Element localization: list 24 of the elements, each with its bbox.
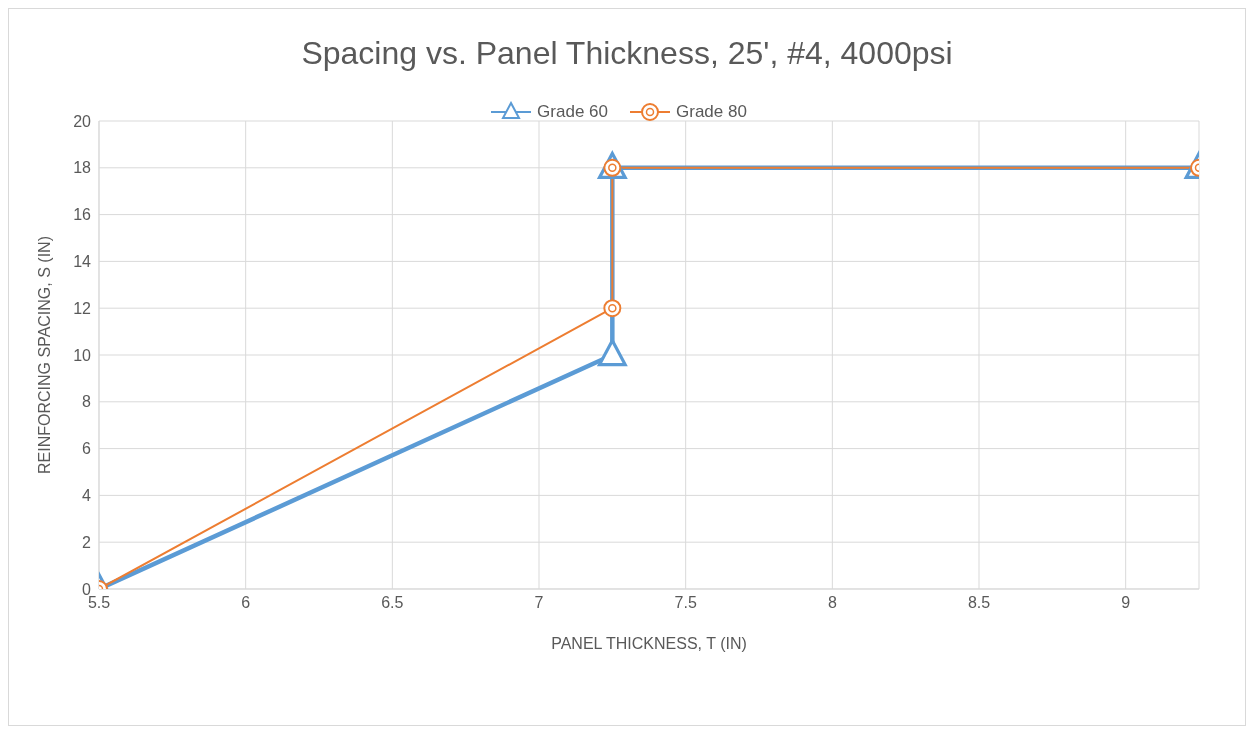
x-tick-label: 8.5 (967, 594, 991, 612)
y-tick-label: 14 (73, 253, 92, 271)
point (597, 339, 627, 367)
y-tick-label: 12 (73, 299, 92, 317)
legend-label: Grade 80 (675, 101, 747, 123)
y-tick-label: 8 (82, 393, 92, 411)
y-tick-label: 20 (73, 112, 92, 130)
y-tick-label: 2 (82, 533, 92, 551)
x-tick-label: 9 (1121, 594, 1131, 612)
y-tick-label: 4 (82, 487, 92, 505)
chart-title: Spacing vs. Panel Thickness, 25', #4, 4000psi (300, 35, 954, 73)
y-tick-label: 6 (82, 440, 92, 458)
y-tick-label: 16 (73, 206, 92, 224)
y-tick-label: 10 (73, 346, 92, 364)
y-tick-label: 18 (73, 159, 92, 177)
y-axis-title: REINFORCING SPACING, S (IN) (35, 236, 53, 474)
x-axis-title: PANEL THICKNESS, T (IN) (551, 635, 747, 652)
x-tick-label: 5.5 (87, 594, 111, 612)
x-tick-label: 6 (241, 594, 251, 612)
legend-label: Grade 60 (536, 101, 608, 123)
x-tick-label: 7.5 (674, 594, 697, 612)
x-tick-label: 8 (827, 594, 837, 612)
x-tick-label: 6.5 (381, 594, 404, 612)
x-tick-label: 7 (534, 594, 544, 612)
